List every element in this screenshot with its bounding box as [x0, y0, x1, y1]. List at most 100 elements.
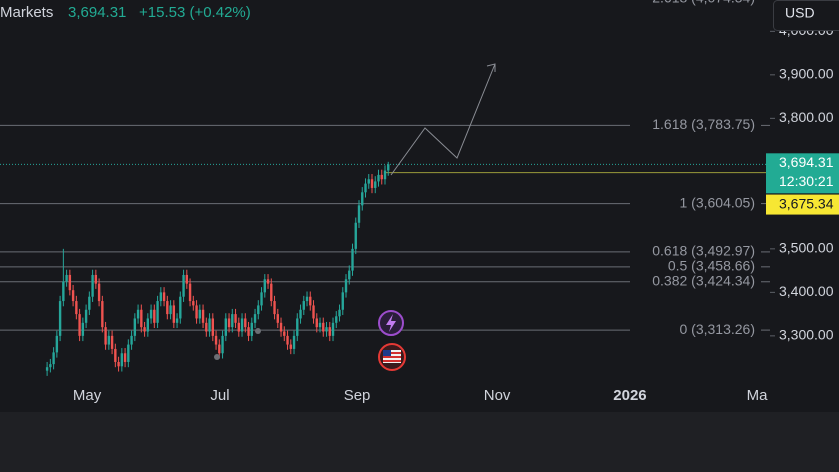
candle-body	[286, 335, 289, 345]
candle-body	[260, 292, 263, 306]
candle-body	[325, 327, 328, 332]
event-dot[interactable]	[255, 328, 261, 334]
candle-body	[237, 322, 240, 332]
candle-body	[201, 309, 205, 323]
candle-body	[120, 353, 124, 367]
candle-body	[361, 192, 364, 206]
y-tick-label: 3,300.00	[779, 327, 834, 343]
candle-body	[71, 290, 75, 302]
candle-body	[218, 344, 221, 354]
candle-body	[357, 205, 361, 223]
candle-body	[75, 301, 78, 315]
price-line-box	[766, 194, 839, 215]
candle-body	[182, 274, 185, 297]
candle-body	[234, 314, 237, 323]
candle-body	[127, 344, 130, 362]
candle-body	[81, 322, 85, 336]
candle-body	[344, 279, 348, 293]
fib-level-label: 0.5 (3,458.66)	[668, 258, 755, 274]
candle-body	[162, 292, 166, 302]
fib-level-label: 1 (3,604.05)	[680, 194, 756, 210]
candle-body	[49, 364, 52, 368]
candle-body	[302, 301, 305, 310]
candle-body	[185, 274, 189, 284]
candle-body	[58, 301, 62, 336]
header-change: +15.53 (+0.42%)	[139, 4, 251, 21]
candle-body	[318, 322, 322, 328]
fib-level-label: 0 (3,313.26)	[680, 321, 756, 337]
candle-body	[68, 274, 72, 291]
candle-body	[101, 301, 104, 328]
candle-body	[377, 174, 380, 182]
candle-body	[104, 327, 107, 345]
plot-area: 2.618 (4,074.54) 1.618 (3,783.75) 1 (3,604…	[0, 0, 770, 376]
candle-body	[153, 309, 156, 323]
candle-body	[240, 318, 244, 332]
candle-body	[338, 309, 341, 317]
candle-body	[117, 361, 120, 367]
candle-body	[88, 296, 91, 310]
candle-body	[97, 283, 101, 302]
candle-body	[244, 318, 247, 328]
fib-level-label: 0.618 (3,492.97)	[652, 243, 755, 259]
candle-body	[78, 314, 81, 336]
candle-body	[62, 281, 65, 302]
candle-body	[387, 164, 390, 171]
candle-body	[149, 309, 153, 319]
candle-body	[123, 353, 127, 362]
candle-body	[166, 301, 169, 315]
candle-body	[283, 331, 286, 336]
event-dot[interactable]	[214, 354, 220, 360]
projection-arrowhead	[486, 63, 496, 72]
y-tick-label: 3,400.00	[779, 283, 834, 299]
x-tick-label: May	[73, 387, 102, 404]
candle-body	[328, 327, 331, 336]
candle-body	[224, 318, 228, 336]
candle-body	[247, 327, 250, 336]
candle-body	[354, 222, 357, 249]
symbol-name: Markets	[0, 4, 53, 21]
currency-button[interactable]	[773, 0, 839, 31]
candle-body	[143, 327, 146, 332]
y-tick-label: 3,500.00	[779, 240, 834, 256]
candle-body	[312, 305, 315, 319]
currency-label: USD	[785, 5, 815, 21]
candle-body	[110, 335, 114, 349]
candle-body	[175, 318, 179, 323]
candle-body	[214, 335, 218, 345]
candle-body	[107, 335, 111, 345]
candle-body	[195, 305, 198, 319]
bottom-panel	[0, 412, 839, 472]
candle-body	[211, 318, 215, 336]
chart-background	[0, 0, 839, 412]
candle-body	[172, 305, 176, 323]
flag-stripe	[383, 360, 401, 362]
candle-body	[52, 352, 55, 365]
candle-body	[250, 322, 253, 336]
candle-body	[279, 322, 283, 332]
candle-body	[65, 274, 68, 282]
candle-body	[263, 279, 266, 293]
candle-body	[169, 305, 172, 315]
flag-stripe	[383, 356, 401, 358]
price-line-label: 3,675.34	[779, 195, 834, 211]
candle-body	[270, 283, 273, 302]
fib-level-label: 1.618 (3,783.75)	[652, 116, 755, 132]
candle-body	[276, 314, 279, 323]
last-price-box	[766, 153, 839, 194]
fib-level-label: 0.382 (3,424.34)	[652, 272, 755, 288]
y-tick-label: 3,900.00	[779, 66, 834, 82]
candle-body	[315, 318, 318, 328]
candle-body	[305, 296, 309, 302]
candle-body	[253, 314, 257, 323]
fib-level-label: 2.618 (4,074.54)	[652, 0, 755, 6]
candle-body	[45, 367, 49, 371]
candle-body	[136, 309, 140, 319]
candle-body	[374, 181, 377, 188]
countdown-label: 12:30:21	[779, 173, 834, 189]
candle-body	[266, 279, 270, 284]
candle-body	[322, 322, 325, 332]
candle-body	[383, 170, 387, 180]
candle-body	[188, 283, 192, 302]
